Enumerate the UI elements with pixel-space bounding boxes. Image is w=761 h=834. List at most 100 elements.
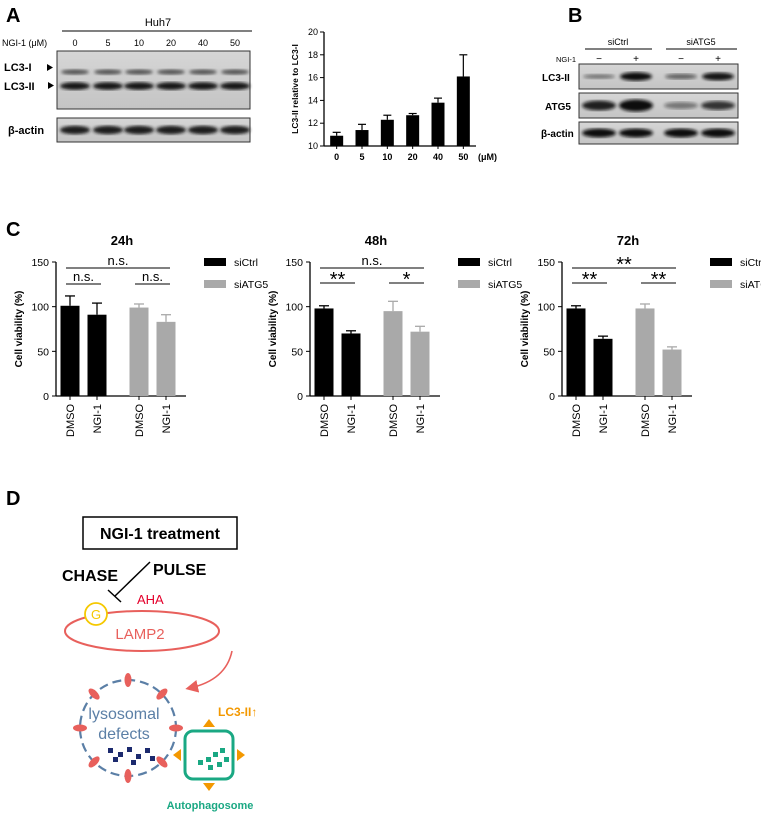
y-tick-label: 10: [308, 141, 318, 151]
chart-title: 24h: [111, 233, 133, 248]
bar: [355, 130, 369, 146]
y-axis-label: Cell viability (%): [14, 291, 25, 368]
lc3-ii-band: [60, 82, 90, 90]
lc3-ii-band: [188, 82, 218, 90]
treatment-box: [82, 516, 238, 550]
x-tick-label: 10: [382, 152, 392, 162]
lc3-ii-band: [93, 82, 123, 90]
y-tick-label: 50: [37, 346, 49, 358]
actin-band: [156, 125, 186, 135]
bar: [156, 321, 176, 396]
x-unit-label: (μM): [478, 152, 497, 162]
y-tick-label: 0: [43, 391, 49, 403]
sig-label: *: [403, 269, 411, 291]
lc3-ii-band-b: [665, 73, 697, 80]
membrane-protein: [88, 688, 100, 700]
actin-band: [220, 125, 250, 135]
bar: [314, 308, 334, 396]
sig-label: n.s.: [73, 269, 94, 284]
chart-c-48h: 48h 0 50 100 150 Cell viability (%) DMSO NGI-1 D…: [268, 233, 522, 437]
x-tick-label: 20: [408, 152, 418, 162]
glycan-text: G: [91, 607, 101, 622]
chart-c-72h: 72h 0 50 100 150 Cell viability (%) DMSO NGI-1 D…: [520, 233, 761, 437]
y-tick-label: 0: [549, 391, 555, 403]
lc3-ii-band-b: [702, 72, 734, 81]
sign-row: − + − +: [596, 54, 721, 65]
lc3-ii-band: [156, 82, 186, 90]
bar: [406, 115, 420, 146]
x-tick-label: DMSO: [65, 404, 77, 437]
lc3-ii-band-b: [620, 72, 652, 81]
lc3-ii-label: LC3-II: [4, 81, 35, 93]
cargo-square: [206, 757, 211, 762]
bar: [662, 349, 682, 396]
y-tick-label: 0: [297, 391, 303, 403]
x-tick-label: DMSO: [319, 404, 331, 437]
lc3-ii-arrowhead: [48, 82, 54, 89]
legend-swatch: [458, 258, 480, 266]
bar: [129, 307, 149, 396]
atg5-band: [701, 101, 735, 110]
panel-label-a: A: [6, 5, 20, 27]
transition-arrow: [185, 650, 233, 693]
y-axis-label: Cell viability (%): [268, 291, 279, 368]
group2-label: siATG5: [686, 37, 715, 47]
glycan-circle: [84, 602, 108, 626]
orange-triangle-left: [173, 749, 181, 761]
panel-label-b: B: [568, 5, 582, 27]
panel-label-c: C: [6, 219, 20, 241]
lc3-i-band: [125, 69, 153, 75]
atg5-band: [582, 100, 616, 111]
ngi-row-label: NGI-1: [556, 55, 576, 64]
legend-label: siATG5: [740, 279, 761, 291]
x-tick-label: DMSO: [571, 404, 583, 437]
legend-label: siCtrl: [740, 257, 761, 269]
bar: [380, 119, 394, 146]
lyso-text-1: lysosomal: [88, 706, 159, 723]
x-tick-label: NGI-1: [92, 404, 104, 433]
y-tick-label: 100: [285, 302, 303, 314]
cargo-square: [224, 757, 229, 762]
bar: [431, 102, 445, 146]
sign-label: −: [596, 54, 602, 65]
lc3-i-band: [61, 69, 89, 75]
x-tick-label: DMSO: [134, 404, 146, 437]
sign-label: +: [633, 54, 639, 65]
membrane-protein: [156, 756, 168, 768]
chart-a-quant: 10 12 14 16 18 20 0 5 10 20 40 50 (μM) LC3-II relativ…: [290, 27, 497, 162]
y-tick-label: 12: [308, 118, 318, 128]
sig-label: **: [651, 269, 667, 291]
debris-square: [145, 748, 150, 753]
x-tick-label: DMSO: [640, 404, 652, 437]
sig-label: **: [582, 269, 598, 291]
sig-label: n.s.: [362, 253, 383, 268]
bar: [410, 331, 430, 396]
membrane-protein: [73, 724, 87, 732]
dose-label: 20: [166, 38, 176, 48]
lc3-i-band: [157, 69, 185, 75]
orange-triangle-right: [237, 749, 245, 761]
legend-label: siCtrl: [234, 257, 258, 269]
legend-swatch: [710, 280, 732, 288]
y-tick-label: 20: [308, 27, 318, 37]
x-tick-label: NGI-1: [667, 404, 679, 433]
lc3-i-band: [221, 69, 249, 75]
membrane-protein: [88, 756, 100, 768]
sig-label: **: [616, 254, 632, 276]
blot-b: siCtrl siATG5 NGI-1 − + − + LC3-II ATG5 β-a…: [541, 37, 739, 145]
lysosome-debris: [108, 747, 155, 765]
sig-label: **: [330, 269, 346, 291]
bar: [593, 338, 613, 396]
orange-triangle-top: [203, 719, 215, 727]
x-tick-label: 0: [334, 152, 339, 162]
legend-label: siATG5: [488, 279, 522, 291]
aha-text: AHA: [137, 592, 164, 607]
lc3-i-band: [189, 69, 217, 75]
debris-square: [127, 747, 132, 752]
y-axis-label: Cell viability (%): [520, 291, 531, 368]
membrane-protein: [156, 688, 168, 700]
y-tick-label: 50: [543, 346, 555, 358]
x-tick-label: NGI-1: [598, 404, 610, 433]
debris-square: [108, 748, 113, 753]
x-tick-label: 40: [433, 152, 443, 162]
